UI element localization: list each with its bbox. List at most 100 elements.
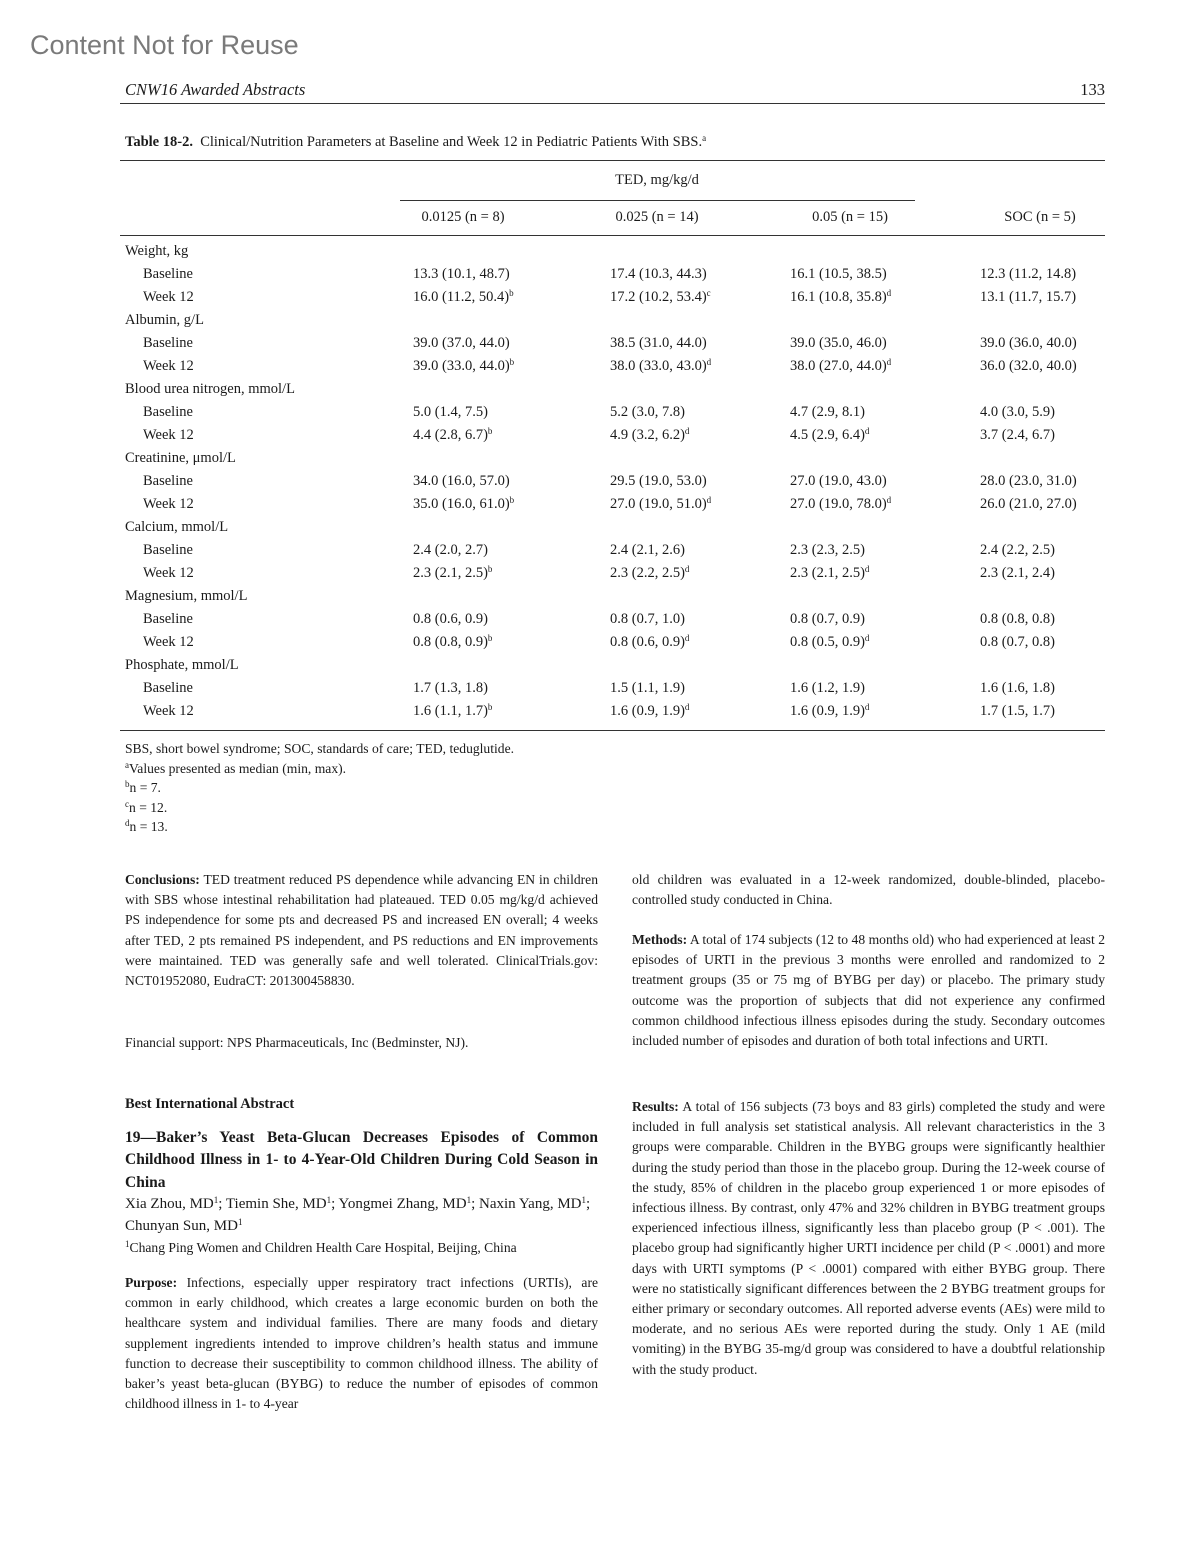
row-label: Week 12 — [143, 634, 194, 650]
footnote-text: SBS, short bowel syndrome; SOC, standard… — [125, 741, 515, 756]
table-cell: 4.0 (3.0, 5.9) — [980, 404, 1055, 421]
cell-value: 0.8 (0.7, 0.9) — [790, 611, 865, 627]
cell-value: 16.0 (11.2, 50.4) — [413, 289, 510, 305]
table-cell: 2.4 (2.2, 2.5) — [980, 542, 1055, 559]
table-cell: 13.1 (11.7, 15.7) — [980, 289, 1076, 306]
author-affiliation-mark: 1 — [326, 1195, 332, 1205]
table-cell: 29.5 (19.0, 53.0) — [610, 473, 707, 490]
purpose-continued: old children was evaluated in a 12-week … — [632, 872, 1105, 908]
group-label: Albumin, g/L — [125, 312, 204, 328]
methods-label: Methods: — [632, 932, 688, 947]
cell-value: 29.5 (19.0, 53.0) — [610, 473, 707, 489]
watermark: Content Not for Reuse — [30, 30, 299, 60]
col-header-1: 0.025 (n = 14) — [615, 209, 699, 225]
affiliation-text: Chang Ping Women and Children Health Car… — [129, 1240, 517, 1255]
footnote: cn = 12. — [125, 798, 167, 818]
cell-value: 38.0 (27.0, 44.0) — [790, 358, 887, 374]
table-cell: 2.3 (2.1, 2.4) — [980, 565, 1055, 582]
cell-value: 35.0 (16.0, 61.0) — [413, 496, 510, 512]
author-list: Xia Zhou, MD1; Tiemin She, MD1; Yongmei … — [125, 1194, 598, 1237]
table-cell: 27.0 (19.0, 78.0)d — [790, 496, 891, 513]
cell-footnote-mark: b — [487, 702, 493, 712]
cell-footnote-mark: b — [487, 426, 493, 436]
cell-footnote-mark: d — [684, 564, 690, 574]
cell-footnote-mark: d — [886, 495, 892, 505]
row-label: Baseline — [143, 404, 193, 420]
row-label: Week 12 — [143, 358, 194, 374]
table-cell: 12.3 (11.2, 14.8) — [980, 266, 1076, 283]
cell-value: 1.6 (1.2, 1.9) — [790, 680, 865, 696]
table-cell: 4.9 (3.2, 6.2)d — [610, 427, 689, 444]
header-bottom-rule — [120, 235, 1105, 236]
cell-value: 38.0 (33.0, 43.0) — [610, 358, 707, 374]
cell-value: 0.8 (0.8, 0.8) — [980, 611, 1055, 627]
table-cell: 0.8 (0.7, 1.0) — [610, 611, 685, 628]
cell-value: 1.6 (1.6, 1.8) — [980, 680, 1055, 696]
cell-footnote-mark: b — [509, 495, 515, 505]
cell-value: 16.1 (10.8, 35.8) — [790, 289, 887, 305]
cell-value: 34.0 (16.0, 57.0) — [413, 473, 510, 489]
author-affiliation-mark: 1 — [213, 1195, 219, 1205]
table-cell: 35.0 (16.0, 61.0)b — [413, 496, 514, 513]
affiliation-sup: 1 — [125, 1239, 130, 1249]
table-cell: 17.4 (10.3, 44.3) — [610, 266, 707, 283]
cell-value: 38.5 (31.0, 44.0) — [610, 335, 707, 351]
abstract-title: 19—Baker’s Yeast Beta-Glucan Decreases E… — [125, 1129, 598, 1191]
cell-value: 27.0 (19.0, 43.0) — [790, 473, 887, 489]
author-separator: ; — [586, 1196, 591, 1212]
table-cell: 1.7 (1.5, 1.7) — [980, 703, 1055, 720]
footnote-mark: b — [125, 779, 130, 789]
table-cell: 1.6 (1.6, 1.8) — [980, 680, 1055, 697]
cell-footnote-mark: b — [487, 633, 493, 643]
cell-value: 5.0 (1.4, 7.5) — [413, 404, 488, 420]
table-cell: 16.1 (10.8, 35.8)d — [790, 289, 891, 306]
group-label: Blood urea nitrogen, mmol/L — [125, 381, 295, 397]
table-cell: 28.0 (23.0, 31.0) — [980, 473, 1077, 490]
cell-value: 5.2 (3.0, 7.8) — [610, 404, 685, 420]
row-label: Week 12 — [143, 565, 194, 581]
author-affiliation-mark: 1 — [237, 1216, 243, 1227]
footnote: bn = 7. — [125, 778, 161, 798]
group-label: Phosphate, mmol/L — [125, 657, 239, 673]
cell-value: 0.8 (0.5, 0.9) — [790, 634, 865, 650]
purpose-text: Infections, especially upper respiratory… — [125, 1275, 598, 1412]
table-cell: 1.6 (1.1, 1.7)b — [413, 703, 492, 720]
cell-footnote-mark: d — [886, 288, 892, 298]
table-cell: 27.0 (19.0, 51.0)d — [610, 496, 711, 513]
cell-value: 39.0 (36.0, 40.0) — [980, 335, 1077, 351]
conclusions-label: Conclusions: — [125, 872, 200, 887]
table-cell: 2.3 (2.2, 2.5)d — [610, 565, 689, 582]
table-cell: 2.4 (2.1, 2.6) — [610, 542, 685, 559]
group-label: Magnesium, mmol/L — [125, 588, 248, 604]
author-name: Yongmei Zhang, MD — [338, 1196, 467, 1212]
table-cell: 0.8 (0.7, 0.8) — [980, 634, 1055, 651]
cell-value: 2.3 (2.1, 2.4) — [980, 565, 1055, 581]
table-cell: 34.0 (16.0, 57.0) — [413, 473, 510, 490]
conclusions-paragraph: Conclusions: TED treatment reduced PS de… — [125, 870, 598, 991]
table-cell: 17.2 (10.2, 53.4)c — [610, 289, 711, 306]
author-name: Chunyan Sun, MD — [125, 1217, 238, 1234]
cell-footnote-mark: b — [509, 288, 514, 298]
cell-value: 3.7 (2.4, 6.7) — [980, 427, 1055, 443]
table-cell: 4.7 (2.9, 8.1) — [790, 404, 865, 421]
table-cell: 2.3 (2.1, 2.5)d — [790, 565, 869, 582]
cell-value: 0.8 (0.7, 0.8) — [980, 634, 1055, 650]
table-caption-sup: a — [702, 133, 707, 143]
table-cell: 39.0 (37.0, 44.0) — [413, 335, 510, 352]
cell-value: 4.7 (2.9, 8.1) — [790, 404, 865, 420]
cell-footnote-mark: d — [706, 495, 712, 505]
table-cell: 2.4 (2.0, 2.7) — [413, 542, 488, 559]
cell-footnote-mark: d — [684, 633, 690, 643]
table-spanner: TED, mg/kg/d — [615, 172, 699, 188]
conclusions-text: TED treatment reduced PS dependence whil… — [125, 872, 598, 989]
cell-value: 13.3 (10.1, 48.7) — [413, 266, 510, 282]
cell-value: 2.3 (2.1, 2.5) — [790, 565, 865, 581]
table-cell: 39.0 (35.0, 46.0) — [790, 335, 887, 352]
cell-value: 4.9 (3.2, 6.2) — [610, 427, 685, 443]
section-heading: Best International Abstract — [125, 1096, 295, 1112]
row-label: Baseline — [143, 542, 193, 558]
group-label: Creatinine, μmol/L — [125, 450, 236, 466]
table-cell: 39.0 (33.0, 44.0)b — [413, 358, 514, 375]
author-separator: ; — [218, 1196, 226, 1212]
table-cell: 1.5 (1.1, 1.9) — [610, 680, 685, 697]
